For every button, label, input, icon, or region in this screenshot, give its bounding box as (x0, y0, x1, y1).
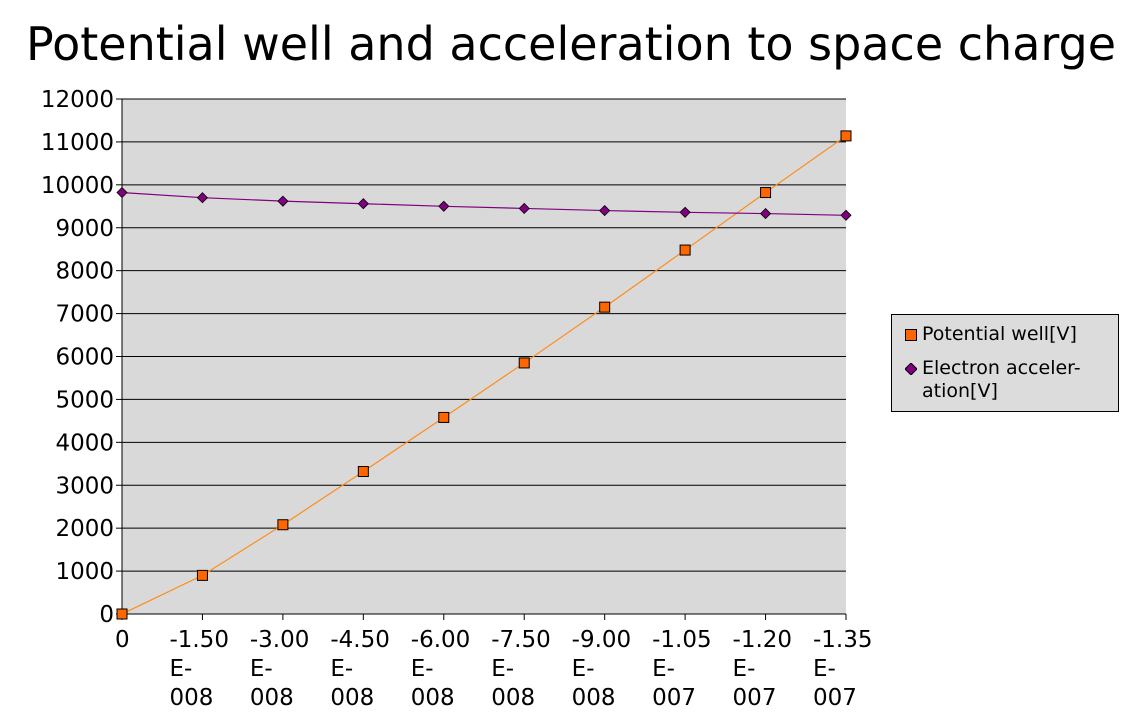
x-tick-label: -9.00 E-008 (572, 627, 632, 711)
series-line (121, 135, 847, 615)
y-tick-label: 2000 (55, 516, 114, 542)
legend-item-potential-well: Potential well[V] (900, 323, 1112, 346)
x-tick-label: -4.50 E-008 (330, 627, 390, 711)
x-tick-label: -1.35 E-007 (813, 627, 873, 711)
data-point-square (679, 244, 691, 256)
legend-label-potential-well: Potential well[V] (922, 323, 1077, 345)
data-point-diamond (840, 209, 852, 221)
x-tick-label: -7.50 E-008 (491, 627, 551, 711)
data-point-diamond (116, 186, 128, 199)
y-tick-label: 6000 (55, 345, 114, 371)
data-point-diamond (357, 198, 369, 210)
x-axis-ticks: 0 -1.50 E-008 -3.00 E-008 -4.50 E-008 -6.00 E-00… (115, 614, 873, 711)
data-point-diamond (599, 205, 611, 217)
data-point-square (438, 411, 450, 423)
y-tick-label: 10000 (41, 173, 114, 199)
gridlines (121, 98, 846, 615)
legend: Potential well[V] Electron acceler- atio… (891, 314, 1119, 412)
legend-label-line-1: Electron acceler- (922, 357, 1081, 379)
data-point-diamond (196, 192, 209, 204)
diamond-marker-icon (900, 357, 922, 375)
y-tick-label: 5000 (55, 387, 114, 413)
series-layer (116, 130, 852, 620)
y-tick-label: 8000 (55, 259, 114, 285)
legend-label-line-2: ation[V] (922, 380, 998, 402)
y-tick-label: 11000 (41, 130, 114, 156)
data-point-square (840, 130, 852, 142)
series-1 (116, 186, 852, 221)
y-tick-label: 7000 (55, 302, 114, 328)
x-tick-label: 0 (115, 627, 130, 653)
x-tick-label: -1.20 E-007 (733, 627, 793, 711)
y-tick-label: 0 (99, 602, 114, 628)
series-line (121, 191, 847, 216)
y-tick-label: 1000 (55, 559, 114, 585)
series-0 (116, 130, 852, 620)
square-marker-icon (900, 323, 922, 341)
data-point-square (357, 466, 369, 478)
chart-title: Potential well and acceleration to space… (26, 17, 1116, 71)
y-axis-ticks: 0 1000 2000 3000 4000 5000 6000 7000 8000 9000 100… (41, 87, 122, 628)
y-tick-label: 3000 (55, 473, 114, 499)
data-point-diamond (438, 200, 450, 212)
x-tick-label: -1.50 E-008 (169, 627, 229, 711)
data-point-diamond (518, 202, 530, 215)
x-tick-label: -3.00 E-008 (250, 627, 310, 711)
y-tick-label: 9000 (55, 216, 114, 242)
data-point-square (599, 301, 611, 313)
data-point-square (518, 357, 530, 369)
x-tick-label: -1.05 E-007 (652, 627, 712, 711)
legend-label-electron-acceleration: Electron acceler- ation[V] (922, 357, 1112, 403)
data-point-diamond (759, 208, 772, 220)
data-point-diamond (679, 206, 691, 218)
data-point-square (196, 569, 208, 581)
data-point-diamond (277, 195, 289, 207)
legend-item-electron-acceleration: Electron acceler- ation[V] (900, 357, 1112, 403)
y-tick-label: 12000 (41, 87, 114, 113)
data-point-square (116, 608, 128, 620)
x-tick-label: -6.00 E-008 (411, 627, 471, 711)
data-point-square (760, 187, 772, 199)
data-point-square (277, 519, 289, 531)
y-tick-label: 4000 (55, 430, 114, 456)
